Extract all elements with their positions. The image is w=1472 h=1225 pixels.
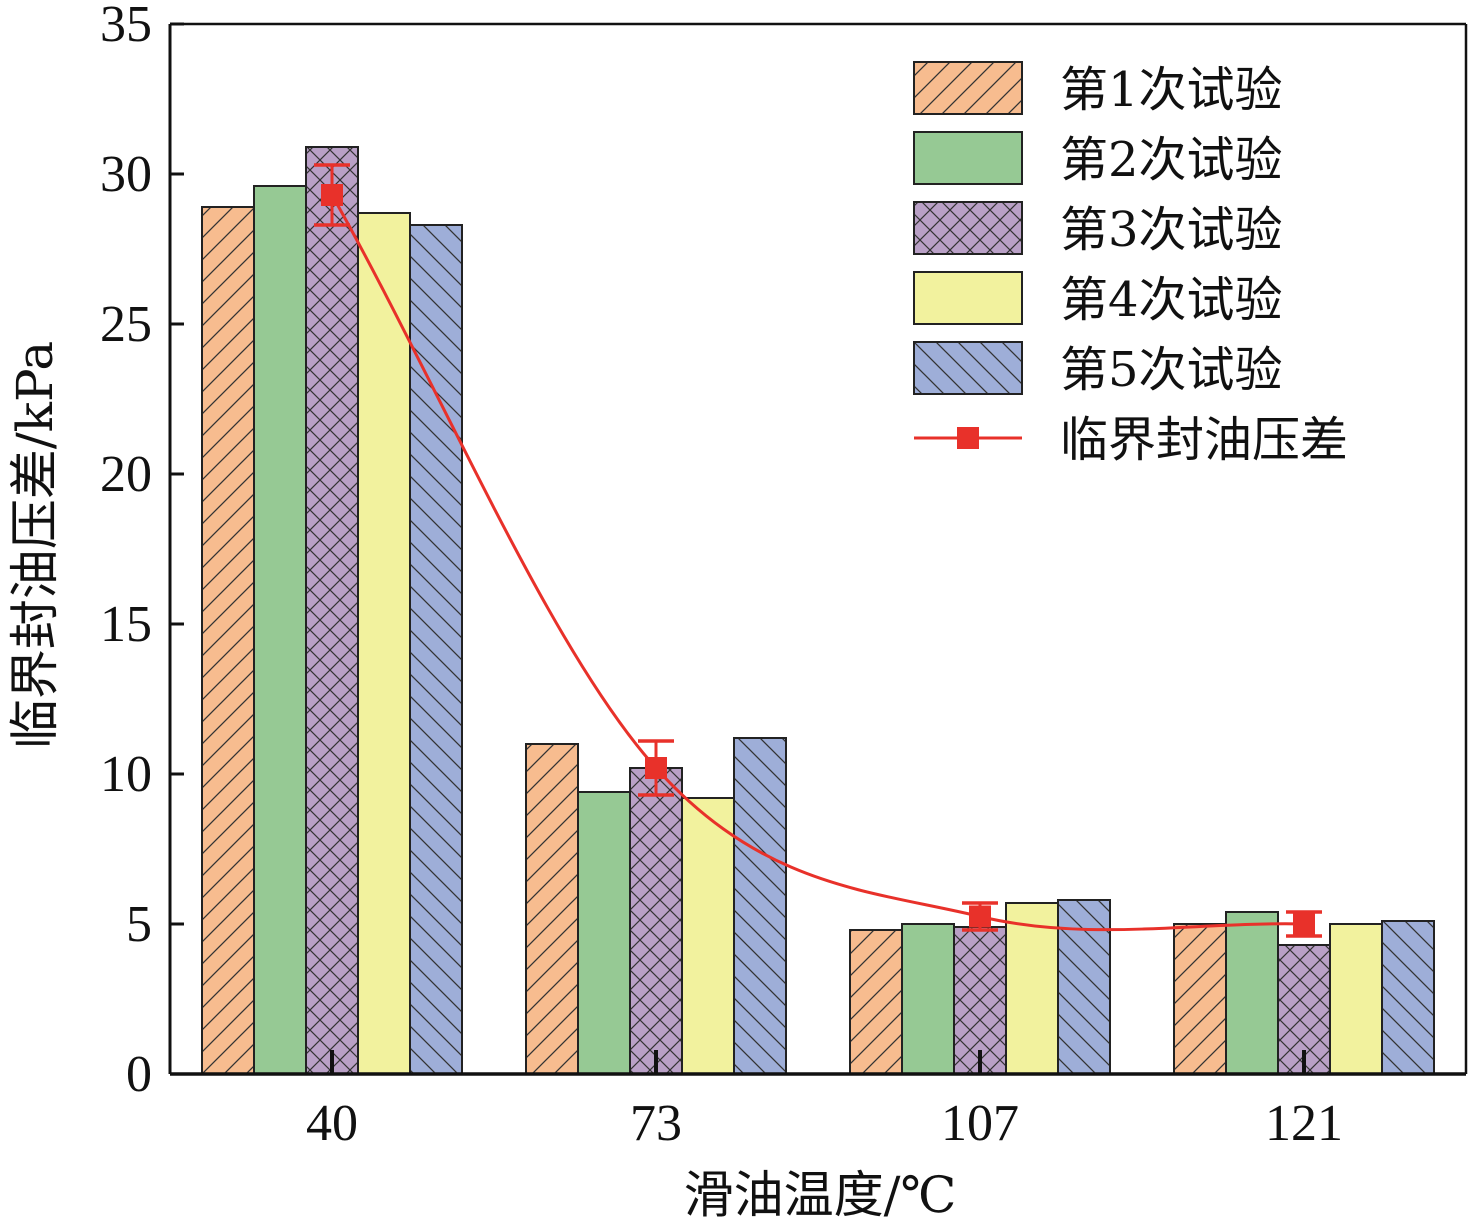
bar-pattern-s5-73 bbox=[734, 738, 786, 1074]
line-marker-73 bbox=[645, 757, 667, 779]
legend-swatch-outline-s1 bbox=[913, 61, 1023, 115]
bar-s2-40 bbox=[254, 186, 306, 1074]
bar-s4-107 bbox=[1006, 903, 1058, 1074]
bar-pattern-s3-40 bbox=[306, 147, 358, 1074]
y-axis-title: 临界封油压差/kPa bbox=[6, 341, 64, 749]
x-tick-label-121: 121 bbox=[1265, 1095, 1343, 1152]
x-tick-label-40: 40 bbox=[306, 1095, 358, 1152]
x-tick-label-107: 107 bbox=[941, 1095, 1019, 1152]
line-layer bbox=[314, 163, 1322, 938]
legend-label-line: 临界封油压差 bbox=[1060, 412, 1348, 468]
legend-label-s1: 第1次试验 bbox=[1060, 62, 1283, 118]
bar-s4-73 bbox=[682, 798, 734, 1074]
legend-swatch-pattern-s5 bbox=[914, 342, 1022, 394]
bar-pattern-s5-40 bbox=[410, 225, 462, 1074]
y-tick-label-10: 10 bbox=[100, 746, 152, 803]
y-tick-label-5: 5 bbox=[126, 896, 152, 953]
bar-s4-121 bbox=[1330, 924, 1382, 1074]
line-marker-40 bbox=[321, 184, 343, 206]
legend-swatch-outline-s5 bbox=[913, 341, 1023, 395]
bar-pattern-s5-107 bbox=[1058, 900, 1110, 1074]
legend-label-s2: 第2次试验 bbox=[1060, 132, 1283, 188]
bar-pattern-s1-73 bbox=[526, 744, 578, 1074]
bar-s2-121 bbox=[1226, 912, 1278, 1074]
line-marker-121 bbox=[1293, 913, 1315, 935]
bar-s2-73 bbox=[578, 792, 630, 1074]
y-tick-label-20: 20 bbox=[100, 446, 152, 503]
y-tick-label-30: 30 bbox=[100, 146, 152, 203]
series-line-critical-pressure bbox=[330, 194, 1305, 932]
bar-pattern-s5-121 bbox=[1382, 921, 1434, 1074]
x-axis-title: 滑油温度/℃ bbox=[684, 1166, 957, 1224]
y-tick-label-35: 35 bbox=[100, 0, 152, 53]
legend-label-s4: 第4次试验 bbox=[1060, 272, 1283, 328]
line-marker-107 bbox=[969, 905, 991, 928]
legend-swatch-pattern-s3 bbox=[914, 202, 1022, 254]
axes-layer: 0 5 10 15 20 25 30 35 40 73 107 121 bbox=[100, 0, 1468, 1152]
legend-swatch-outline-s4 bbox=[913, 271, 1023, 325]
legend-swatch-pattern-s1 bbox=[914, 62, 1022, 114]
legend-swatch-outline-s2 bbox=[913, 131, 1023, 185]
bar-pattern-s3-107 bbox=[954, 927, 1006, 1074]
bar-s2-107 bbox=[902, 924, 954, 1074]
y-tick-label-25: 25 bbox=[100, 296, 152, 353]
legend-line-marker bbox=[957, 427, 979, 449]
bar-pattern-s3-73 bbox=[630, 768, 682, 1074]
x-tick-label-73: 73 bbox=[630, 1095, 682, 1152]
legend-swatch-s4 bbox=[914, 272, 1022, 324]
legend-swatch-s2 bbox=[914, 132, 1022, 184]
bar-s4-40 bbox=[358, 213, 410, 1074]
legend-label-s5: 第5次试验 bbox=[1060, 342, 1283, 398]
bar-pattern-s1-121 bbox=[1174, 924, 1226, 1074]
bar-pattern-s1-40 bbox=[202, 207, 254, 1074]
y-tick-label-0: 0 bbox=[126, 1046, 152, 1103]
legend-label-s3: 第3次试验 bbox=[1060, 202, 1283, 258]
legend-swatch-outline-s3 bbox=[913, 201, 1023, 255]
bars-layer bbox=[201, 146, 1435, 1075]
bar-pattern-s1-107 bbox=[850, 930, 902, 1074]
y-tick-label-15: 15 bbox=[100, 596, 152, 653]
